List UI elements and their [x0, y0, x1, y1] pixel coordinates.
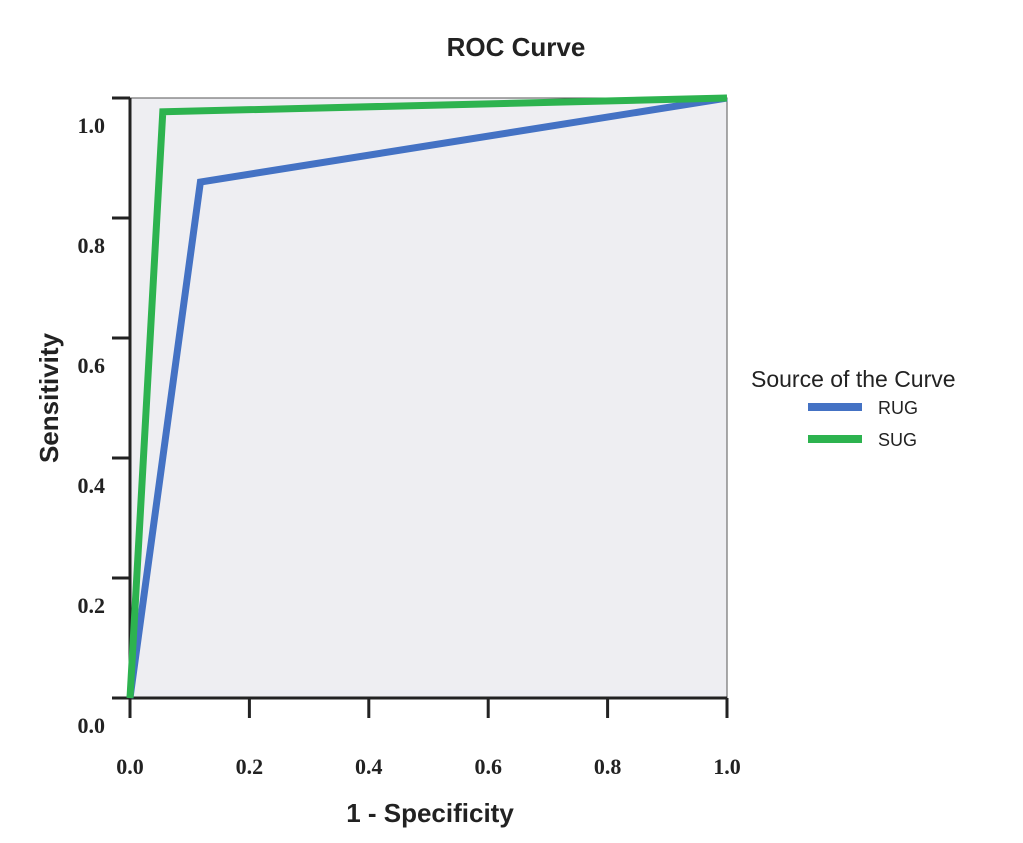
y-tick-label: 0.2 — [78, 593, 106, 618]
x-tick-label: 0.6 — [474, 754, 502, 779]
series-line-sug — [126, 94, 728, 699]
x-tick-label: 1.0 — [713, 754, 741, 779]
y-tick-label: 0.8 — [78, 233, 106, 258]
y-tick-label: 0.6 — [78, 353, 106, 378]
y-axis-title: Sensitivity — [34, 332, 64, 463]
legend-title: Source of the Curve — [751, 366, 956, 392]
x-tick-label: 0.4 — [355, 754, 383, 779]
x-tick-label: 0.2 — [236, 754, 264, 779]
legend-label-sug: SUG — [878, 430, 917, 450]
legend-label-rug: RUG — [878, 398, 918, 418]
series-line-rug — [126, 94, 728, 699]
series-layer — [126, 94, 728, 699]
x-axis-title: 1 - Specificity — [346, 798, 514, 828]
plot-area — [129, 97, 728, 699]
y-tick-label: 0.4 — [78, 473, 106, 498]
x-tick-label: 0.8 — [594, 754, 622, 779]
legend: Source of the Curve RUG SUG — [751, 366, 956, 450]
y-tick-label: 1.0 — [78, 113, 106, 138]
axes: 0.0 0.2 0.4 0.6 0.8 1.0 0.0 0.2 0.4 0.6 0.8 1.0 — [78, 96, 741, 779]
chart-title: ROC Curve — [447, 32, 586, 62]
y-tick-label: 0.0 — [78, 713, 106, 738]
x-tick-label: 0.0 — [116, 754, 144, 779]
